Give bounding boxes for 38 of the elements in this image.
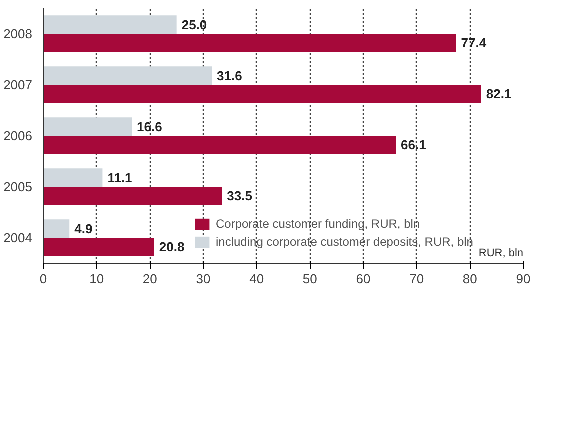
y-tick-label: 2005: [4, 180, 32, 194]
bar: [44, 136, 396, 154]
y-tick-label: 2004: [4, 230, 32, 246]
x-tick-label: 60: [356, 272, 371, 286]
annotation: RUR, bln: [478, 248, 524, 260]
bar: [44, 238, 154, 256]
data-label: 16.6: [137, 119, 162, 134]
x-tick-label: 30: [196, 272, 211, 286]
legend-label: Corporate customer funding, RUR, bln: [216, 217, 420, 231]
bar: [44, 16, 177, 34]
data-label: 25.0: [182, 17, 208, 32]
legend-label: including corporate customer deposits, RUR, bln: [216, 235, 474, 249]
bar: [44, 118, 132, 136]
y-tick-label: 2006: [4, 128, 32, 144]
data-label: 77.4: [461, 36, 488, 51]
data-label: 20.8: [159, 240, 185, 255]
x-tick-label: 40: [250, 272, 264, 286]
x-tick-label: 90: [516, 272, 531, 286]
bar: [44, 220, 70, 238]
data-label: 82.1: [486, 86, 512, 102]
x-tick-label: 20: [142, 272, 158, 286]
x-tick-label: 0: [40, 272, 48, 286]
data-label: 66.1: [401, 138, 426, 153]
data-label: 4.9: [74, 221, 93, 236]
y-tick-label: 2007: [4, 78, 32, 92]
data-label: 31.6: [217, 68, 242, 84]
x-tick-label: 10: [90, 272, 104, 286]
data-label: 33.5: [227, 188, 252, 204]
bar: [44, 34, 456, 52]
bar: [44, 187, 222, 206]
bar: [44, 85, 482, 104]
bar: [44, 168, 103, 187]
bar: [44, 66, 212, 85]
x-tick-label: 50: [302, 272, 318, 286]
x-tick-label: 80: [462, 272, 478, 286]
data-label: 11.1: [108, 170, 132, 186]
x-tick-label: 70: [410, 272, 424, 286]
y-tick-label: 2008: [4, 26, 32, 42]
